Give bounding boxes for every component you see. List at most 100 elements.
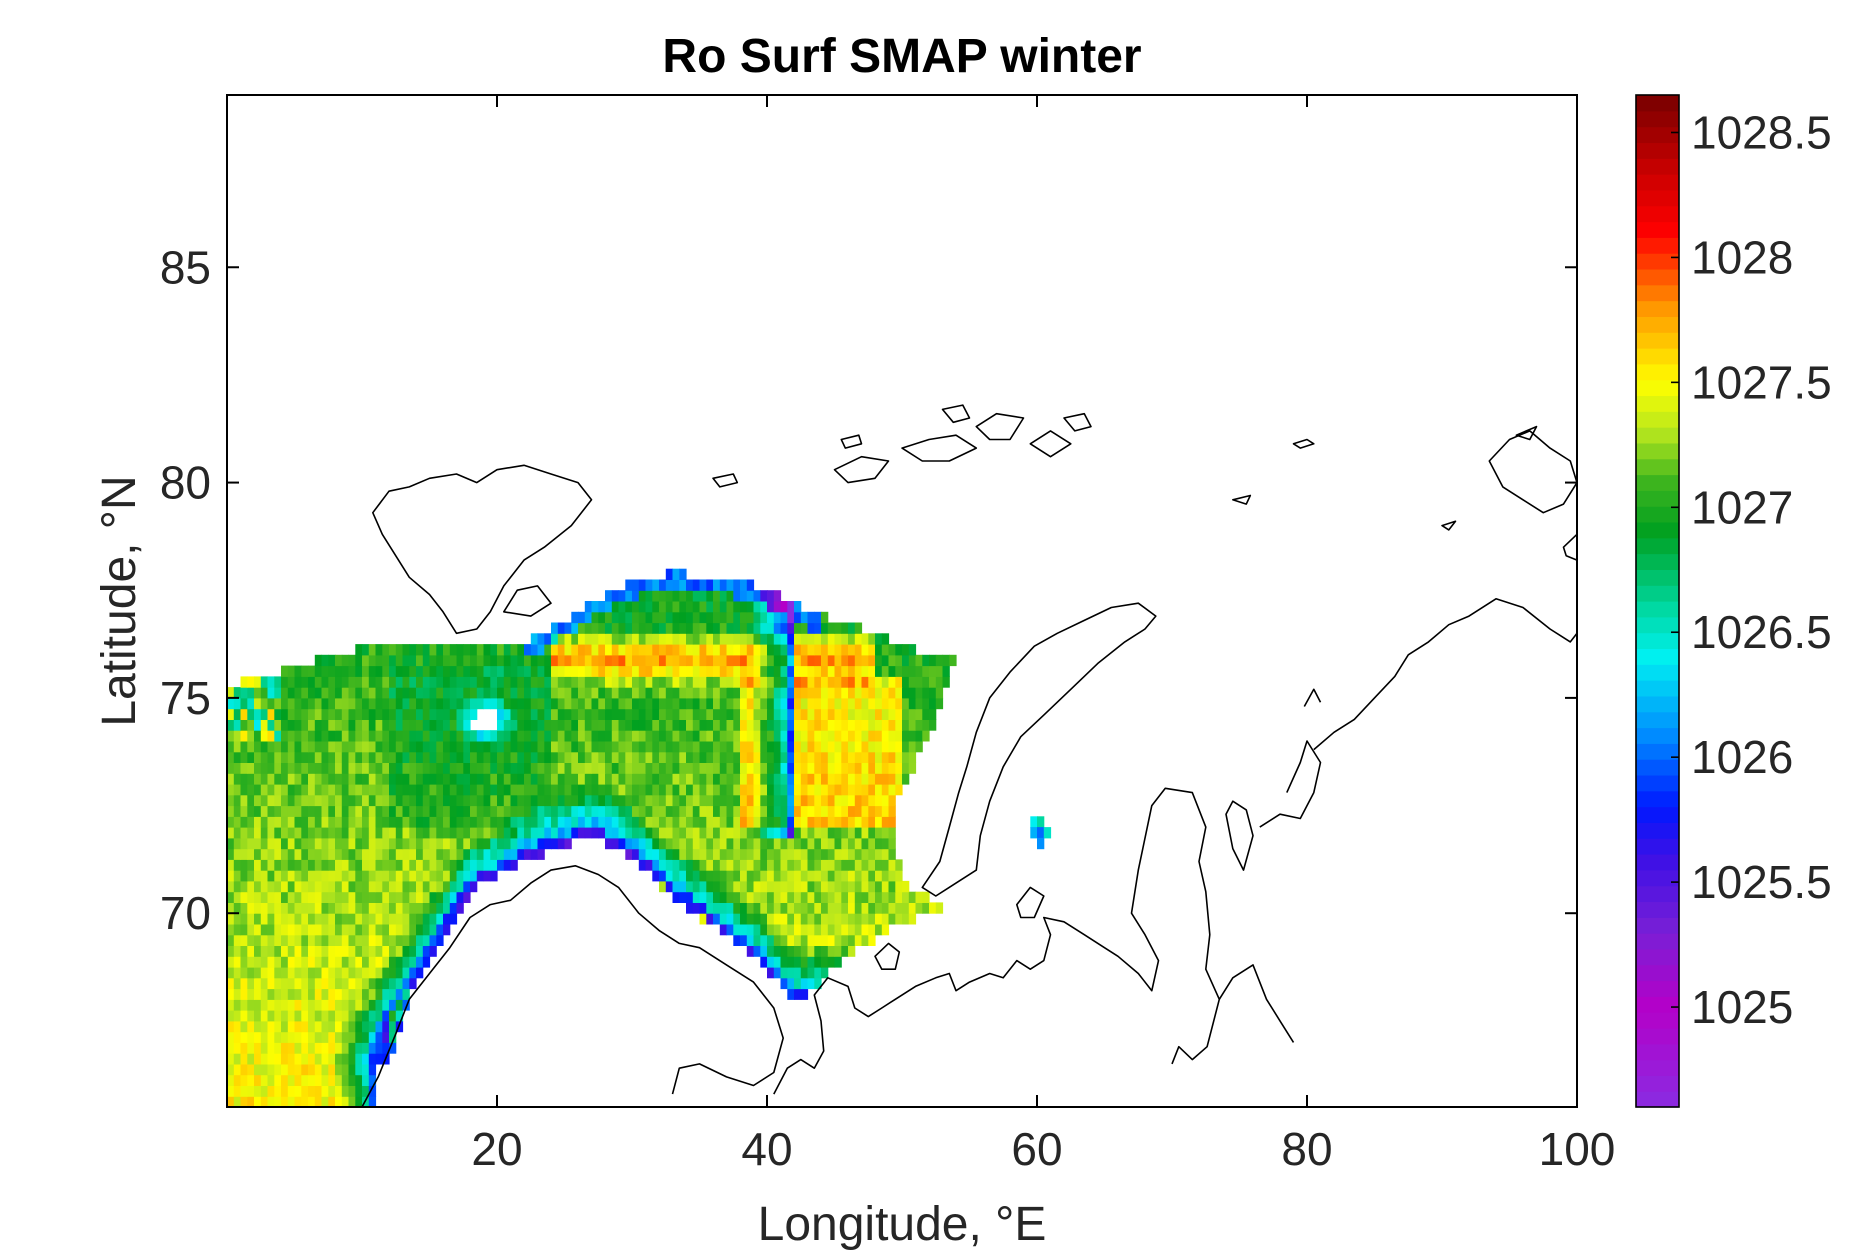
field-cell [497, 837, 505, 850]
field-cell [281, 1085, 289, 1097]
field-cell [429, 945, 437, 957]
field-cell [476, 644, 485, 656]
field-cell [733, 924, 741, 936]
field-cell [814, 902, 822, 914]
field-cell [679, 601, 687, 613]
field-cell [780, 934, 788, 946]
field-cell [895, 687, 903, 699]
field-cell [686, 902, 694, 914]
field-cell [679, 773, 687, 785]
colorbar-segment [1636, 221, 1679, 238]
field-cell [699, 773, 707, 785]
field-cell [841, 859, 849, 871]
field-cell [841, 676, 849, 688]
field-cell [510, 859, 518, 871]
field-cell [706, 676, 714, 688]
field-cell [483, 665, 491, 677]
field-cell [888, 784, 896, 796]
field-cell [726, 859, 734, 871]
field-cell [699, 665, 707, 677]
field-cell [287, 816, 296, 828]
colorbar-segment [1636, 727, 1679, 744]
field-cell [375, 956, 383, 968]
field-cell [686, 870, 694, 882]
field-cell [321, 967, 329, 979]
field-cell [551, 784, 559, 796]
field-cell [726, 644, 734, 656]
field-cell [733, 762, 741, 774]
field-cell [267, 784, 275, 796]
field-cell [699, 827, 707, 839]
field-cell [267, 719, 275, 731]
field-cell [821, 794, 829, 807]
field-cell [321, 848, 329, 860]
field-cell [719, 816, 728, 828]
colorbar-segment [1636, 427, 1679, 444]
field-cell [794, 880, 802, 893]
field-cell [537, 719, 545, 731]
field-cell [767, 697, 775, 710]
field-cell [348, 719, 356, 731]
field-cell [787, 611, 795, 624]
field-cell [618, 794, 626, 807]
field-cell [233, 784, 242, 796]
field-cell [841, 762, 849, 774]
field-cell [679, 837, 687, 850]
field-cell [240, 988, 248, 1000]
field-cell [314, 762, 323, 774]
colorbar-segment [1636, 363, 1679, 381]
field-cell [510, 827, 518, 839]
field-cell [645, 644, 653, 656]
field-cell [719, 654, 728, 667]
field-cell [861, 633, 869, 645]
field-cell [854, 934, 863, 946]
field-cell [868, 633, 876, 645]
field-cell [254, 837, 262, 850]
colorbar-segment [1636, 537, 1679, 555]
field-cell [260, 999, 269, 1011]
field-cell [355, 654, 363, 667]
field-cell [733, 654, 741, 667]
field-cell [713, 880, 721, 893]
field-cell [902, 880, 910, 893]
field-cell [544, 805, 552, 817]
field-cell [746, 665, 755, 677]
field-cell [625, 848, 633, 860]
field-cell [713, 794, 721, 807]
field-cell [301, 676, 309, 688]
field-cell [699, 913, 707, 925]
field-cell [719, 719, 728, 731]
field-cell [281, 1010, 289, 1022]
field-cell [254, 891, 262, 903]
field-cell [362, 988, 370, 1000]
field-cell [814, 956, 822, 968]
field-cell [598, 794, 606, 807]
field-cell [902, 762, 910, 774]
field-cell [382, 945, 390, 957]
field-cell [375, 730, 383, 742]
field-cell [659, 644, 667, 656]
field-cell [699, 880, 707, 893]
field-cell [240, 924, 248, 936]
field-cell [726, 891, 734, 903]
field-cell [807, 773, 815, 785]
field-cell [827, 956, 836, 968]
field-cell [335, 676, 343, 688]
colorbar-segment [1636, 616, 1679, 634]
field-cell [301, 1031, 309, 1043]
field-cell [449, 676, 458, 688]
colorbar-segment [1636, 933, 1679, 950]
field-cell [335, 654, 343, 667]
field-cell [436, 751, 444, 763]
field-cell [267, 741, 275, 753]
field-cell [321, 1020, 329, 1033]
field-cell [827, 848, 836, 860]
field-cell [443, 784, 451, 796]
field-cell [908, 654, 917, 667]
field-cell [422, 805, 431, 817]
field-cell [436, 644, 444, 656]
field-cell [652, 687, 660, 699]
field-cell [375, 1020, 383, 1033]
field-cell [672, 784, 680, 796]
field-cell [638, 751, 647, 763]
